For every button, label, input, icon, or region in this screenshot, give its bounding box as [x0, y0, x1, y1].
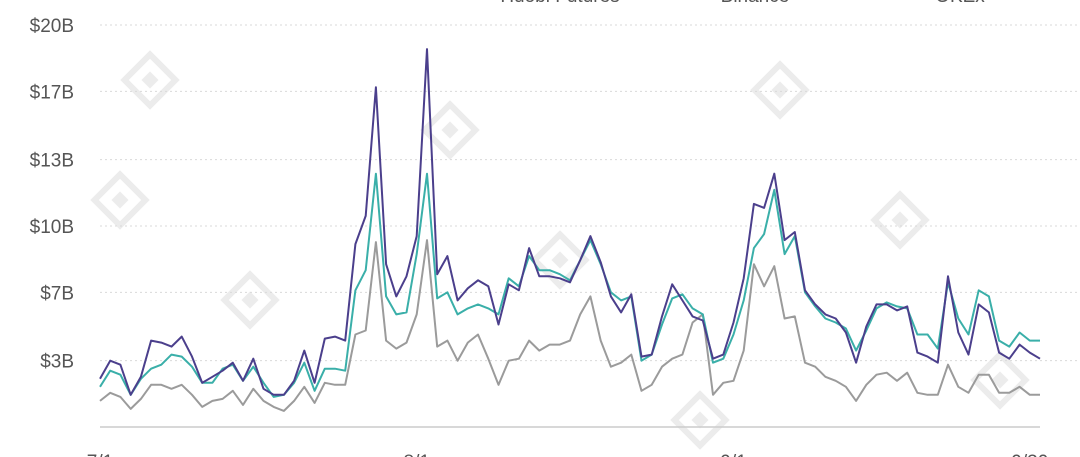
x-axis-ticks: 7/1 8/1 9/1 9/30 — [87, 452, 1048, 457]
series-line-1 — [99, 239, 1040, 412]
watermark-mark — [670, 390, 730, 450]
x-tick-label: 7/1 — [87, 452, 113, 457]
watermark-mark — [90, 170, 150, 230]
x-tick-label: 9/30 — [1011, 452, 1048, 457]
y-tick-label: $7B — [40, 283, 74, 304]
legend-label: Binance — [721, 0, 790, 7]
legend-label: Huobi Futures — [500, 0, 619, 7]
legend-item: Huobi Futures — [500, 0, 619, 7]
series-lines — [99, 48, 1041, 412]
y-tick-label: $13B — [30, 151, 74, 172]
watermark-layer — [90, 50, 1030, 450]
y-axis-ticks: $3B $7B $10B $13B $17B $20B — [30, 16, 74, 373]
y-tick-label: $20B — [30, 16, 74, 37]
series-line-3 — [99, 48, 1041, 396]
y-tick-label: $10B — [30, 217, 74, 238]
legend-item: Binance — [721, 0, 790, 7]
y-tick-label: $17B — [30, 82, 74, 103]
y-tick-label: $3B — [40, 352, 74, 373]
legend-item: OKEx — [935, 0, 985, 7]
legend-label: OKEx — [935, 0, 985, 7]
watermark-mark — [870, 190, 930, 250]
x-tick-label: 8/1 — [404, 452, 430, 457]
watermark-mark — [120, 50, 180, 110]
watermark-mark — [220, 270, 280, 330]
gridlines — [100, 24, 1080, 362]
legend: Huobi Futures Binance OKEx — [500, 0, 985, 7]
watermark-mark — [970, 350, 1030, 410]
watermark-mark — [750, 60, 810, 120]
x-tick-label: 9/1 — [720, 452, 746, 457]
